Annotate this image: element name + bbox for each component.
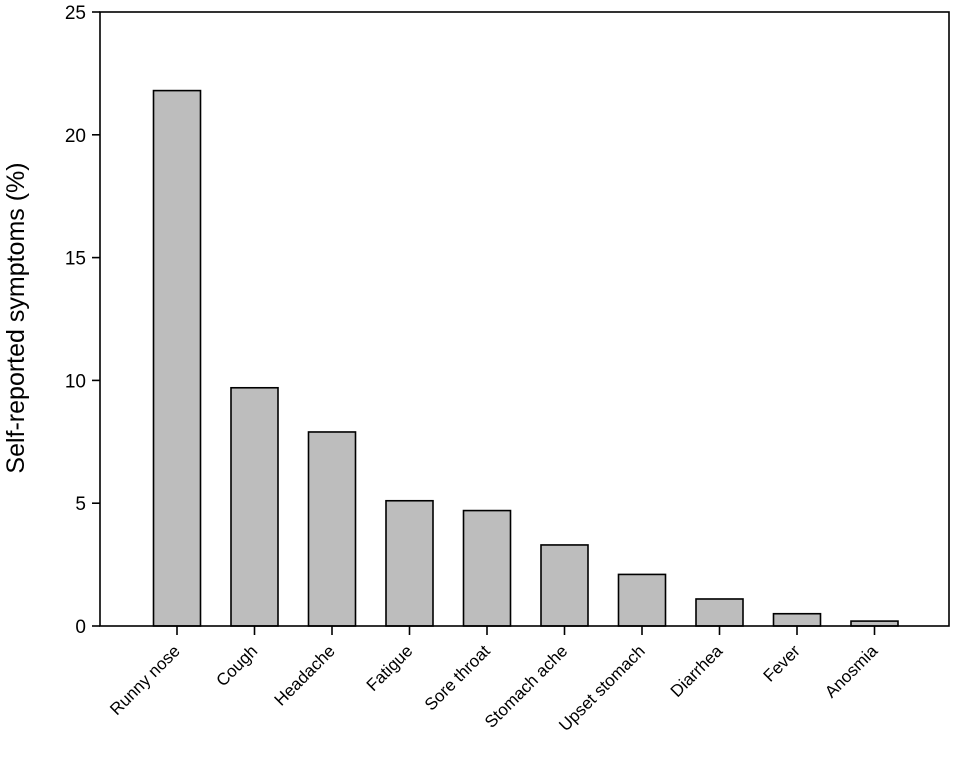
x-category-label: Sore throat <box>421 641 494 714</box>
plot-frame <box>99 11 950 627</box>
bar <box>540 544 589 627</box>
y-tick-label: 5 <box>75 494 86 515</box>
bar <box>617 573 667 627</box>
x-category-label: Fatigue <box>363 641 417 695</box>
y-tick-label: 15 <box>65 249 86 270</box>
y-tick-label: 25 <box>65 3 86 24</box>
y-tick-label: 20 <box>65 126 86 147</box>
bar <box>152 89 202 627</box>
bar <box>695 598 744 627</box>
x-category-label: Diarrhea <box>667 641 727 701</box>
x-category-label: Anosmia <box>821 641 882 702</box>
x-category-label: Runny nose <box>106 641 184 719</box>
bar <box>772 612 822 627</box>
bar <box>230 386 279 627</box>
y-axis-ticks: 0 5 10 15 20 25 <box>65 3 100 638</box>
x-category-label: Headache <box>271 641 339 709</box>
x-category-label: Fever <box>760 641 804 685</box>
x-category-label: Cough <box>212 641 261 690</box>
bar <box>385 499 434 627</box>
bar <box>462 509 512 627</box>
y-axis-title: Self-reported symptoms (%) <box>2 162 30 473</box>
y-tick-label: 10 <box>65 371 86 392</box>
y-tick-label: 0 <box>75 617 86 638</box>
x-axis-category-labels: Runny nose Cough Headache Fatigue Sore throa… <box>106 626 882 735</box>
bars <box>152 89 899 627</box>
bar <box>307 431 357 627</box>
